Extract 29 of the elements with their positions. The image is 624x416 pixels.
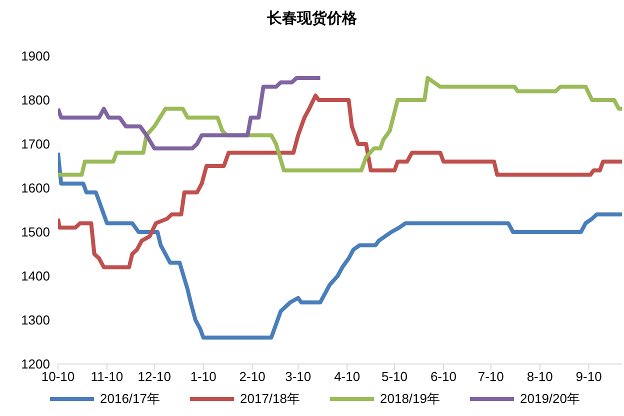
y-tick-label: 1800 <box>21 92 50 108</box>
legend-label: 2019/20年 <box>520 390 580 408</box>
y-tick-label: 1900 <box>21 48 50 64</box>
line-series <box>58 76 622 177</box>
y-tick-label: 1300 <box>21 312 50 328</box>
legend-label: 2016/17年 <box>100 390 160 408</box>
chart-title: 长春现货价格 <box>266 9 358 29</box>
legend-label: 2018/19年 <box>380 390 440 408</box>
line-series <box>58 76 322 150</box>
x-tick-label: 3-10 <box>285 369 312 384</box>
x-tick-label: 5-10 <box>381 369 408 384</box>
x-tick-label: 7-10 <box>478 369 504 384</box>
x-tick-label: 2-10 <box>239 369 266 384</box>
line-series <box>58 94 622 270</box>
line-series <box>58 150 622 340</box>
y-tick-label: 1200 <box>21 356 50 372</box>
x-tick-label: 10-10 <box>41 369 75 384</box>
y-tick-label: 1600 <box>21 180 50 196</box>
x-tick-label: 12-10 <box>138 369 171 384</box>
y-tick-label: 1500 <box>21 224 50 240</box>
legend-label: 2017/18年 <box>240 390 300 408</box>
x-tick-label: 6-10 <box>430 369 456 384</box>
x-tick-label: 9-10 <box>576 369 602 384</box>
x-tick-label: 11-10 <box>90 369 124 384</box>
x-tick-label: 4-10 <box>334 369 360 384</box>
y-tick-label: 1700 <box>21 136 50 152</box>
x-tick-label: 1-10 <box>190 369 216 384</box>
y-tick-label: 1400 <box>21 268 50 284</box>
x-tick-label: 8-10 <box>526 369 553 384</box>
